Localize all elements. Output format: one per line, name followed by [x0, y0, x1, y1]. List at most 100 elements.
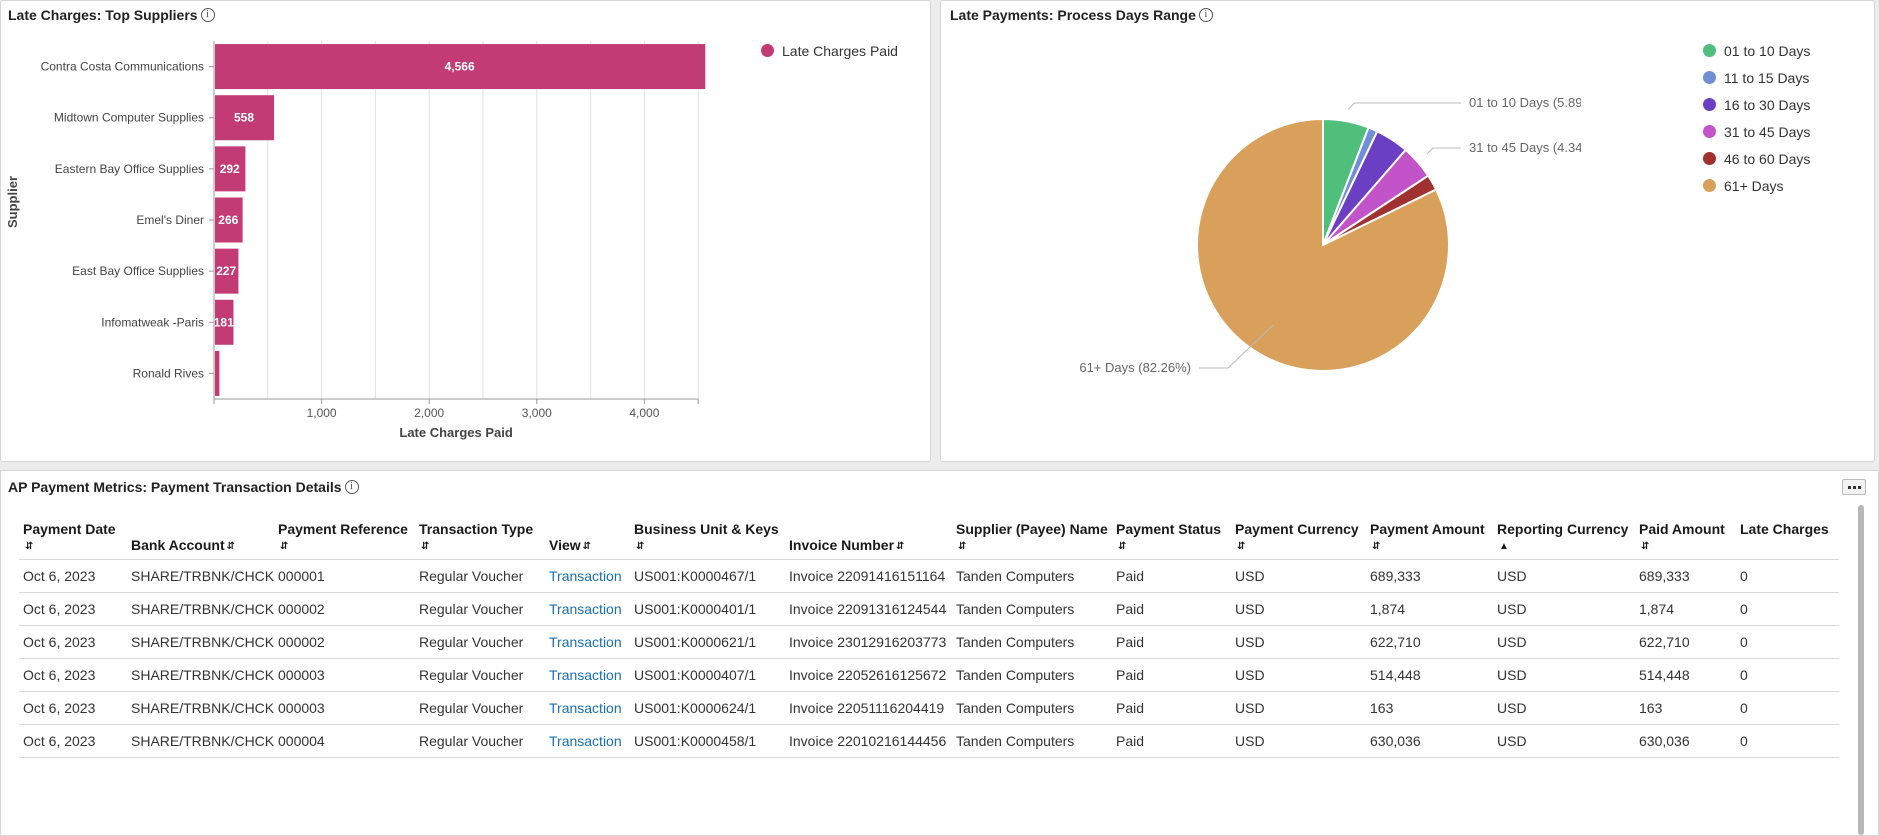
table-cell[interactable]: Transaction — [545, 592, 630, 626]
info-icon[interactable]: i — [1198, 8, 1213, 22]
legend-item-46-to-60-days[interactable]: 46 to 60 Days — [1703, 145, 1810, 172]
table-cell: 0 — [1736, 592, 1839, 626]
table-cell: Oct 6, 2023 — [19, 592, 127, 626]
table-row[interactable]: Oct 6, 2023 SHARE/TRBNK/CHCK 000002 Regular… — [19, 625, 1839, 659]
table-row[interactable]: Oct 6, 2023 SHARE/TRBNK/CHCK 000002 Regular… — [19, 592, 1839, 626]
table-cell[interactable]: Transaction — [545, 724, 630, 758]
table-cell: 1,874 — [1366, 592, 1493, 626]
table-cell: Paid — [1112, 724, 1231, 758]
legend-label: 01 to 10 Days — [1724, 42, 1811, 59]
column-header-paid-amount[interactable]: Paid Amount ⇵ — [1635, 521, 1736, 560]
bar[interactable] — [215, 146, 246, 192]
table-cell[interactable]: Transaction — [545, 691, 630, 725]
x-axis-title: Late Charges Paid — [399, 425, 512, 440]
table-cell[interactable]: Transaction — [545, 559, 630, 593]
sort-icon[interactable]: ▲ — [1499, 540, 1509, 552]
sort-icon[interactable]: ⇵ — [896, 540, 905, 552]
bar[interactable] — [215, 299, 234, 345]
column-header-invoice-number[interactable]: Invoice Number ⇵ — [785, 521, 952, 560]
table-row[interactable]: Oct 6, 2023 SHARE/TRBNK/CHCK 000004 Regular… — [19, 724, 1839, 758]
sort-icon[interactable]: ⇵ — [25, 540, 34, 552]
table-cell: SHARE/TRBNK/CHCK — [127, 625, 274, 659]
column-header-payment-currency[interactable]: Payment Currency ⇵ — [1231, 521, 1366, 560]
table-cell: Paid — [1112, 691, 1231, 725]
table-cell[interactable]: Transaction — [545, 625, 630, 659]
table-cell[interactable]: Transaction — [545, 658, 630, 692]
more-options-button[interactable] — [1842, 479, 1866, 495]
view-transaction-link[interactable]: Transaction — [549, 700, 622, 716]
legend-item-11-to-15-days[interactable]: 11 to 15 Days — [1703, 64, 1810, 91]
table-body: Oct 6, 2023 SHARE/TRBNK/CHCK 000001 Regular… — [19, 559, 1839, 758]
sort-icon[interactable]: ⇵ — [582, 540, 592, 552]
legend-item-61-days[interactable]: 61+ Days — [1703, 172, 1810, 199]
legend-item-16-to-30-days[interactable]: 16 to 30 Days — [1703, 91, 1810, 118]
table-cell: 689,333 — [1635, 559, 1736, 593]
table-cell: 0 — [1736, 724, 1839, 758]
legend-item-01-to-10-days[interactable]: 01 to 10 Days — [1703, 37, 1810, 64]
sort-icon[interactable]: ⇵ — [421, 540, 430, 552]
process-days-pie-chart: 01 to 10 Days (5.89%) 31 to 45 Days (4.34… — [1079, 95, 1581, 375]
bar[interactable] — [215, 44, 706, 90]
view-transaction-link[interactable]: Transaction — [549, 601, 622, 617]
column-header-supplier-payee-name[interactable]: Supplier (Payee) Name ⇵ — [952, 521, 1112, 560]
table-cell: US001:K0000621/1 — [630, 625, 785, 659]
table-cell: US001:K0000624/1 — [630, 691, 785, 725]
sort-icon[interactable]: ⇵ — [1372, 540, 1381, 552]
legend-label: Late Charges Paid — [782, 42, 898, 59]
view-transaction-link[interactable]: Transaction — [549, 568, 622, 584]
column-header-label: Reporting Currency — [1497, 521, 1629, 537]
legend-label: 61+ Days — [1724, 177, 1784, 194]
bar[interactable] — [215, 95, 275, 141]
column-header-bank-account[interactable]: Bank Account ⇵ — [127, 521, 274, 560]
table-cell: USD — [1493, 559, 1635, 593]
sort-icon[interactable]: ⇵ — [1641, 540, 1650, 552]
panel-title: Late Charges: Top Suppliers i — [8, 7, 215, 23]
header-spacer — [1740, 537, 1744, 553]
view-transaction-link[interactable]: Transaction — [549, 667, 622, 683]
column-header-payment-status[interactable]: Payment Status ⇵ — [1112, 521, 1231, 560]
scrollbar-thumb[interactable] — [1858, 505, 1864, 835]
column-header-late-charges[interactable]: Late Charges — [1736, 521, 1839, 560]
table-cell: USD — [1493, 625, 1635, 659]
legend-item-late-charges[interactable]: Late Charges Paid — [761, 37, 898, 64]
table-cell: Regular Voucher — [415, 724, 545, 758]
column-header-payment-date[interactable]: Payment Date ⇵ — [19, 521, 127, 560]
table-cell: SHARE/TRBNK/CHCK — [127, 724, 274, 758]
view-transaction-link[interactable]: Transaction — [549, 634, 622, 650]
table-cell: Tanden Computers — [952, 592, 1112, 626]
vertical-scrollbar[interactable] — [1858, 505, 1864, 835]
column-header-transaction-type[interactable]: Transaction Type ⇵ — [415, 521, 545, 560]
legend-item-31-to-45-days[interactable]: 31 to 45 Days — [1703, 118, 1810, 145]
table-cell: 000001 — [274, 559, 415, 593]
column-header-reporting-currency[interactable]: Reporting Currency ▲ — [1493, 521, 1635, 560]
sort-icon[interactable]: ⇵ — [280, 540, 289, 552]
table-cell: Tanden Computers — [952, 625, 1112, 659]
view-transaction-link[interactable]: Transaction — [549, 733, 622, 749]
table-cell: Invoice 22051116204419 — [785, 691, 952, 725]
table-cell: Paid — [1112, 592, 1231, 626]
table-row[interactable]: Oct 6, 2023 SHARE/TRBNK/CHCK 000001 Regular… — [19, 559, 1839, 593]
column-header-business-unit-keys[interactable]: Business Unit & Keys ⇵ — [630, 521, 785, 560]
bar[interactable] — [215, 350, 220, 396]
column-header-view[interactable]: View ⇵ — [545, 521, 630, 560]
sort-icon[interactable]: ⇵ — [1237, 540, 1246, 552]
legend-swatch — [1703, 71, 1716, 84]
info-icon[interactable]: i — [200, 8, 215, 22]
column-header-payment-amount[interactable]: Payment Amount ⇵ — [1366, 521, 1493, 560]
bar[interactable] — [215, 197, 243, 243]
table-cell: 630,036 — [1366, 724, 1493, 758]
bar[interactable] — [215, 248, 239, 294]
pie-slice-61-days[interactable] — [1196, 117, 1450, 372]
table-row[interactable]: Oct 6, 2023 SHARE/TRBNK/CHCK 000003 Regular… — [19, 691, 1839, 725]
sort-icon[interactable]: ⇵ — [958, 540, 967, 552]
sort-icon[interactable]: ⇵ — [226, 540, 235, 552]
sort-icon[interactable]: ⇵ — [636, 540, 645, 552]
column-header-payment-reference[interactable]: Payment Reference ⇵ — [274, 521, 415, 560]
sort-icon[interactable]: ⇵ — [1118, 540, 1127, 552]
info-icon[interactable]: i — [344, 480, 359, 494]
table-cell: US001:K0000407/1 — [630, 658, 785, 692]
legend-label: 11 to 15 Days — [1724, 69, 1810, 86]
table-row[interactable]: Oct 6, 2023 SHARE/TRBNK/CHCK 000003 Regular… — [19, 658, 1839, 692]
table-cell: SHARE/TRBNK/CHCK — [127, 658, 274, 692]
table-cell: Regular Voucher — [415, 691, 545, 725]
